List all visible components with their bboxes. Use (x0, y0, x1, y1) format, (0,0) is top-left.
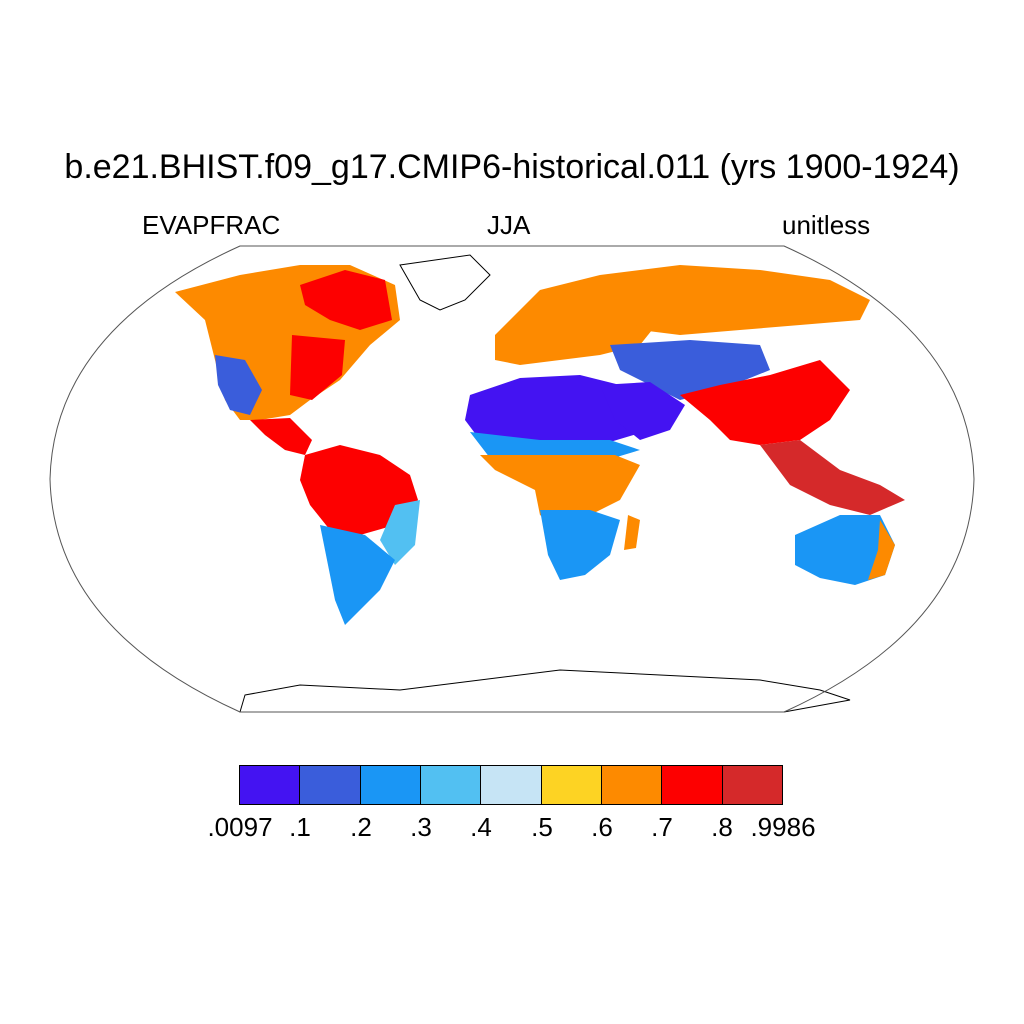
region-canada-north (300, 270, 392, 330)
colorbar-box (661, 765, 723, 805)
region-us-southwest (215, 355, 262, 415)
colorbar-box (299, 765, 361, 805)
colorbar-box (419, 765, 482, 805)
colorbar-tick-label: .5 (531, 812, 553, 842)
colorbar-labels: .0097 .1 .2 .3 .4 .5 .6 .7 .8 .9986 (0, 812, 1024, 852)
region-russia (600, 265, 870, 335)
region-southern-africa (540, 510, 620, 580)
plot-title: b.e21.BHIST.f09_g17.CMIP6-historical.011… (64, 148, 960, 186)
region-south-america-south (320, 525, 395, 625)
region-arabia (600, 382, 685, 440)
colorbar-box (480, 765, 542, 805)
colorbar-box (359, 765, 421, 805)
units-label: unitless (782, 210, 871, 240)
globe-outline (49, 245, 975, 713)
variable-label: EVAPFRAC (142, 210, 281, 240)
region-greenland (399, 254, 491, 311)
colorbar-box (600, 765, 663, 805)
colorbar-tick-label: .3 (410, 812, 432, 842)
colorbar-tick-label: .0097 (207, 812, 273, 842)
region-madagascar (624, 515, 640, 550)
region-amazon (300, 445, 418, 535)
region-antarctica (239, 669, 851, 713)
colorbar-tick-label: .2 (350, 812, 372, 842)
region-australia-east-coast (868, 520, 895, 580)
region-sahel (470, 432, 640, 462)
region-southeast-asia (760, 440, 905, 515)
colorbar-tick-label: .1 (289, 812, 311, 842)
colorbar-tick-label: .6 (591, 812, 613, 842)
region-india-china (680, 360, 850, 445)
region-us-east (290, 335, 345, 400)
region-central-africa (480, 455, 640, 530)
colorbar (239, 765, 783, 805)
season-label: JJA (487, 210, 531, 240)
colorbar-box (721, 765, 783, 805)
region-brazil-east (380, 500, 420, 565)
colorbar-tick-label: .4 (470, 812, 492, 842)
colorbar-tick-label: .9986 (750, 812, 816, 842)
colorbar-tick-label: .7 (651, 812, 673, 842)
colorbar-box (239, 765, 301, 805)
colorbar-box (540, 765, 602, 805)
region-australia (795, 515, 895, 585)
colorbar-tick-label: .8 (711, 812, 733, 842)
region-central-america (250, 418, 312, 455)
